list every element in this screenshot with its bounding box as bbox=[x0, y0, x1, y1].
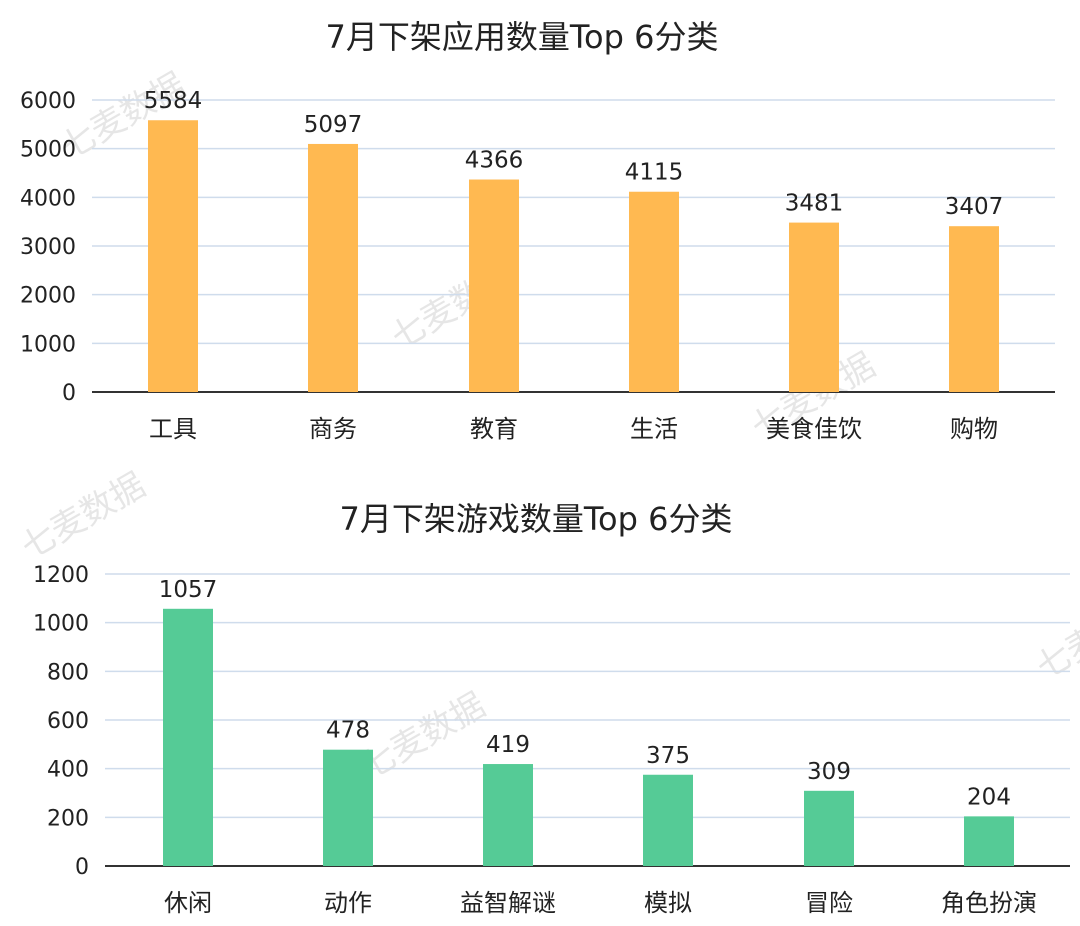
data-label: 4366 bbox=[465, 148, 524, 174]
data-label: 375 bbox=[646, 743, 690, 769]
bar bbox=[469, 179, 519, 392]
y-tick-label: 3000 bbox=[20, 235, 76, 260]
x-tick-label: 购物 bbox=[950, 415, 998, 443]
bar bbox=[323, 749, 373, 866]
data-label: 1057 bbox=[159, 577, 218, 603]
y-tick-label: 4000 bbox=[20, 186, 76, 211]
x-tick-label: 商务 bbox=[309, 415, 357, 443]
data-label: 478 bbox=[326, 718, 370, 744]
y-tick-label: 800 bbox=[47, 660, 89, 685]
bars: 5584 5097 4366 4115 3481 3407 bbox=[144, 88, 1004, 392]
y-tick-label: 200 bbox=[47, 806, 89, 831]
y-tick-label: 1000 bbox=[20, 332, 76, 357]
watermark-text: 七麦数据 bbox=[15, 465, 153, 568]
watermark-text: 七麦数据 bbox=[1030, 585, 1080, 688]
x-tick-label: 美食佳饮 bbox=[766, 415, 862, 443]
chart-title: 7月下架应用数量Top 6分类 bbox=[326, 18, 719, 56]
bar bbox=[483, 764, 533, 866]
data-label: 5584 bbox=[144, 88, 203, 114]
data-label: 419 bbox=[486, 732, 530, 758]
bar bbox=[308, 143, 358, 392]
y-tick-label: 0 bbox=[62, 381, 76, 406]
bar bbox=[804, 790, 854, 866]
bar bbox=[148, 120, 198, 392]
gridlines bbox=[92, 99, 1055, 345]
data-label: 3481 bbox=[785, 191, 844, 217]
chart-title: 7月下架游戏数量Top 6分类 bbox=[340, 500, 733, 538]
y-tick-label: 600 bbox=[47, 709, 89, 734]
x-tick-label: 休闲 bbox=[164, 889, 212, 917]
y-tick-label: 6000 bbox=[20, 89, 76, 114]
data-label: 3407 bbox=[945, 194, 1004, 220]
x-tick-label: 冒险 bbox=[805, 889, 853, 917]
y-tick-label: 0 bbox=[75, 855, 89, 880]
data-label: 309 bbox=[807, 759, 851, 785]
x-tick-label: 工具 bbox=[149, 415, 197, 443]
bars: 1057 478 419 375 309 204 bbox=[159, 577, 1014, 866]
app-removal-chart: 7月下架应用数量Top 6分类 0 1000 2000 3000 4000 5000 600… bbox=[20, 18, 1055, 443]
data-label: 5097 bbox=[304, 112, 363, 138]
bar bbox=[629, 191, 679, 392]
x-tick-label: 角色扮演 bbox=[941, 889, 1037, 917]
data-label: 204 bbox=[967, 784, 1011, 810]
bar bbox=[643, 774, 693, 866]
x-tick-label: 模拟 bbox=[644, 889, 692, 917]
bar bbox=[949, 226, 999, 392]
bar bbox=[789, 222, 839, 392]
y-tick-label: 1200 bbox=[33, 563, 89, 588]
x-axis: 休闲 动作 益智解谜 模拟 冒险 角色扮演 bbox=[164, 889, 1037, 917]
data-label: 4115 bbox=[625, 160, 684, 186]
game-removal-chart: 7月下架游戏数量Top 6分类 0 200 400 600 800 1000 1200 10… bbox=[33, 500, 1070, 917]
bar bbox=[163, 608, 213, 866]
x-tick-label: 益智解谜 bbox=[460, 889, 556, 917]
x-axis: 工具 商务 教育 生活 美食佳饮 购物 bbox=[149, 415, 998, 443]
x-tick-label: 生活 bbox=[630, 415, 678, 443]
y-axis: 0 1000 2000 3000 4000 5000 6000 bbox=[20, 89, 1055, 406]
x-tick-label: 教育 bbox=[470, 415, 518, 443]
gridlines bbox=[105, 573, 1070, 819]
y-tick-label: 1000 bbox=[33, 612, 89, 637]
y-tick-label: 5000 bbox=[20, 138, 76, 163]
y-axis: 0 200 400 600 800 1000 1200 bbox=[33, 563, 1070, 880]
y-tick-label: 400 bbox=[47, 758, 89, 783]
x-tick-label: 动作 bbox=[324, 889, 372, 917]
watermark-text: 七麦数据 bbox=[355, 685, 493, 788]
y-tick-label: 2000 bbox=[20, 284, 76, 309]
bar bbox=[964, 816, 1014, 866]
